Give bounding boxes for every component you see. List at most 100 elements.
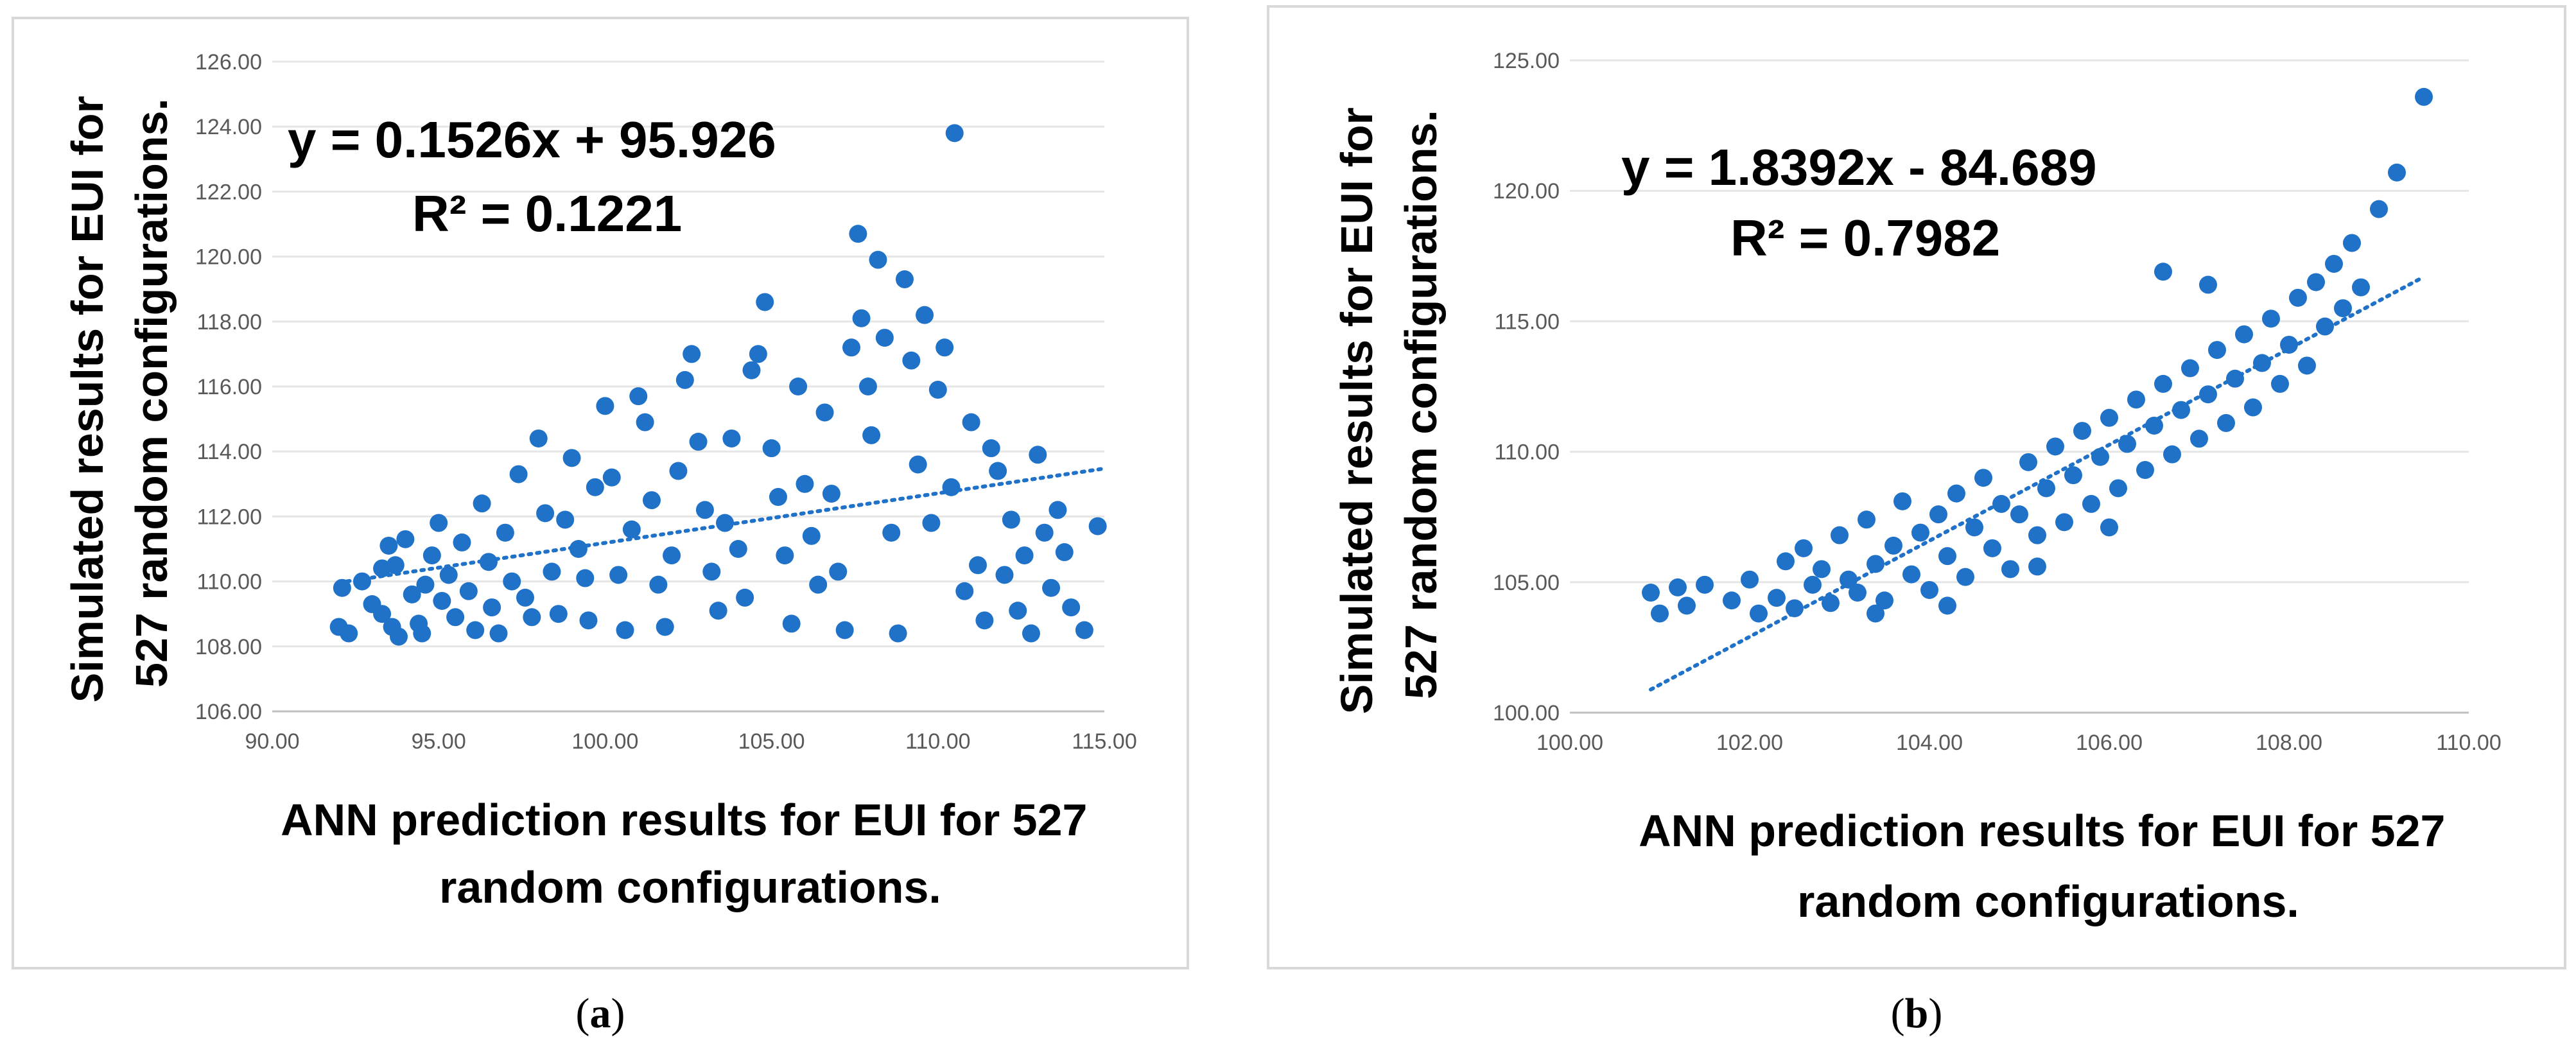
panel-b-data-point	[2199, 385, 2217, 404]
panel-a-data-point	[769, 488, 787, 507]
panel-a-y-tick-label: 108.00	[195, 635, 262, 659]
panel-b-data-point	[1911, 523, 1929, 542]
panel-b-data-point	[2073, 422, 2091, 440]
panel-a-data-point	[882, 523, 901, 542]
panel-a-data-point	[656, 618, 674, 636]
panel-b-data-point	[1902, 565, 1920, 584]
panel-b-data-point	[1938, 596, 1956, 615]
panel-b-x-tick-label: 104.00	[1896, 731, 1963, 755]
panel-a-data-point	[995, 566, 1014, 584]
panel-b-data-point	[1678, 596, 1696, 615]
panel-a-data-point	[373, 605, 392, 623]
panel-a-x-ticks: 90.00 95.00 100.00 105.00 110.00 115.00	[245, 729, 1136, 754]
panel-b-data-point	[2325, 254, 2343, 273]
panel-a-data-point	[916, 306, 934, 324]
panel-a-data-point	[433, 591, 451, 610]
panel-b-data-point	[1965, 518, 1983, 537]
panel-a-data-point	[403, 585, 421, 604]
panel-b-data-point	[2010, 505, 2028, 524]
panel-b-x-ticks: 100.00 102.00 104.00 106.00 108.00 110.00	[1536, 731, 2502, 755]
panel-a-data-point	[446, 608, 465, 627]
panel-a-data-point	[509, 465, 528, 483]
panel-a-gridlines	[272, 60, 1104, 713]
panel-a-data-point	[340, 624, 358, 643]
panel-b-data-point	[1804, 575, 1822, 594]
panel-a-data-point	[936, 338, 954, 357]
panel-a-data-point	[955, 582, 974, 600]
panel-b-equation: y = 1.8392x - 84.689	[1621, 139, 2097, 196]
panel-b-data-point	[1651, 604, 1669, 623]
panel-b-y-ticks: 100.00 105.00 110.00 115.00 120.00 125.00	[1493, 49, 1560, 725]
panel-a-x-axis-title: ANN prediction results for EUI for 527 r…	[281, 795, 1100, 912]
panel-a-data-point	[1022, 624, 1040, 643]
panel-b-data-point	[1867, 604, 1884, 623]
panel-b-data-point	[2064, 466, 2082, 485]
panel-b-data-point	[2298, 356, 2316, 375]
panel-a-data-point	[842, 338, 861, 357]
panel-a-data-point	[982, 439, 1000, 458]
panel-a-data-point	[352, 572, 371, 591]
panel-a-x-axis-title-line-2: random configurations.	[439, 862, 941, 912]
panel-b-data-point	[1741, 570, 1759, 589]
panel-a-data-point	[422, 546, 441, 565]
panel-a-data-point	[689, 433, 708, 451]
panel-a-y-tick-label: 124.00	[195, 115, 262, 139]
panel-a-data-point	[849, 225, 867, 243]
panel-a-data-point	[928, 381, 947, 399]
panel-b-data-point	[2262, 309, 2280, 328]
panel-b-data-point	[1992, 494, 2010, 513]
panel-b-y-tick-label: 115.00	[1495, 309, 1560, 334]
panel-a-data-point	[909, 455, 927, 474]
panel-a-data-point	[962, 413, 980, 431]
panel-a-data-point	[416, 575, 435, 594]
panel-a-data-point	[729, 540, 747, 558]
panel-b-data-point	[1669, 578, 1687, 596]
panel-a-data-point	[889, 624, 907, 643]
panel-a-data-point	[742, 361, 761, 379]
panel-a-data-point	[975, 611, 994, 630]
panel-a-y-tick-label: 120.00	[195, 245, 262, 270]
panel-a-y-ticks: 106.00 108.00 110.00 112.00 114.00 116.00 118.…	[195, 50, 262, 724]
panel-b-x-tick-label: 102.00	[1716, 731, 1783, 755]
panel-a-data-point	[822, 484, 840, 503]
panel-a-y-tick-label: 110.00	[197, 570, 262, 595]
panel-b-y-tick-label: 125.00	[1493, 49, 1560, 73]
panel-a-data-point	[969, 556, 988, 575]
panel-a-data-point	[1049, 501, 1067, 519]
panel-b-x-tick-label: 106.00	[2076, 731, 2143, 755]
panel-b-data-point	[2370, 200, 2388, 218]
panel-a-data-point	[629, 387, 648, 406]
panel-a-y-tick-label: 114.00	[197, 440, 262, 464]
panel-a-data-point	[683, 345, 701, 363]
panel-b-caption-letter: b	[1905, 990, 1929, 1037]
panel-a-caption: (a)	[576, 990, 625, 1037]
panel-a-data-point	[835, 621, 854, 639]
panel-a-data-point	[749, 345, 767, 363]
panel-a-data-point	[576, 569, 595, 587]
panel-a-y-tick-label: 118.00	[197, 310, 262, 334]
panel-b-data-point	[1983, 539, 2001, 557]
panel-a-y-tick-label: 106.00	[195, 700, 262, 724]
panel-a-caption-letter: a	[590, 990, 611, 1037]
panel-a-data-point	[1035, 523, 1054, 542]
panel-b-x-axis-title-line-2: random configurations.	[1797, 876, 2299, 926]
panel-b-data-point	[2019, 453, 2037, 471]
panel-b-data-point	[2100, 408, 2118, 427]
panel-b-data-point	[2388, 163, 2406, 182]
panel-a-data-point	[479, 553, 498, 571]
panel-a-y-axis-title: Simulated results for EUI for 527 random…	[62, 83, 177, 703]
panel-b-data-point	[1974, 469, 1992, 487]
panel-a-x-tick-label: 100.00	[571, 729, 638, 754]
panel-a-data-point	[1042, 578, 1061, 597]
panel-a-data-point	[396, 530, 415, 548]
panel-a-data-point	[569, 540, 587, 558]
panel-b-data-point	[1867, 555, 1884, 573]
panel-a-data-point	[579, 611, 598, 630]
panel-b-data-point	[2208, 341, 2226, 360]
panel-a-data-point	[989, 462, 1007, 480]
panel-b-data-point	[2244, 398, 2262, 417]
panel-b-data-point	[2163, 445, 2181, 464]
panel-b-data-point	[2343, 234, 2361, 252]
panel-b-data-point	[1750, 604, 1768, 623]
